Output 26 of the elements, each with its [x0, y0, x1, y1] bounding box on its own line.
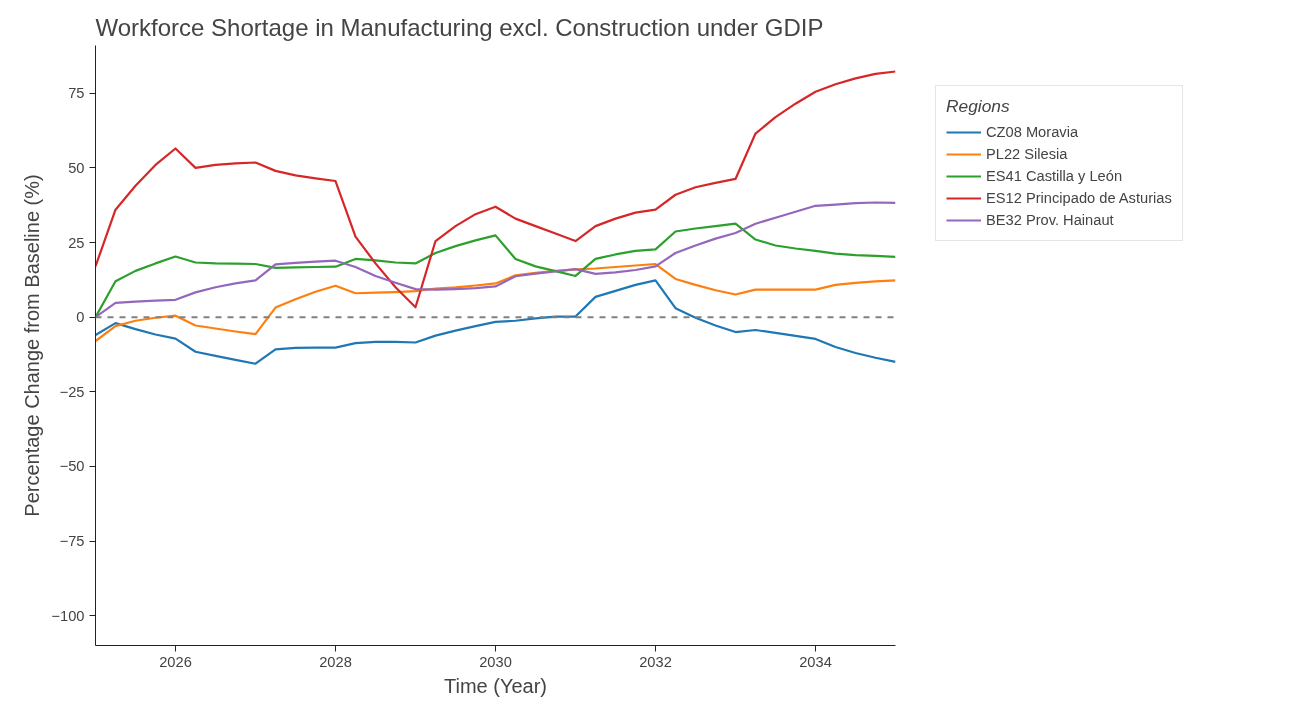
line-series: [95, 262, 896, 343]
y-tick-label: −100: [51, 607, 85, 624]
legend-label: ES41 Castilla y León: [986, 168, 1123, 184]
y-tick-label: 0: [76, 309, 85, 326]
y-tick-label: 25: [68, 234, 85, 251]
legend-label: ES12 Principado de Asturias: [986, 190, 1172, 206]
y-tick-label: −25: [59, 383, 85, 400]
y-tick-label: 50: [68, 159, 85, 176]
line-series: [95, 201, 896, 319]
legend-label: BE32 Prov. Hainaut: [986, 212, 1114, 228]
x-tick-label: 2028: [319, 653, 352, 670]
y-tick-label: −50: [59, 458, 85, 475]
y-tick-label: −75: [59, 533, 85, 550]
legend-label: CZ08 Moravia: [986, 124, 1079, 140]
y-axis-title: Percentage Change from Baseline (%): [21, 174, 44, 517]
x-tick-label: 2030: [479, 653, 512, 670]
y-tick-label: 75: [68, 85, 85, 102]
x-tick-label: 2026: [159, 653, 192, 670]
line-series: [95, 279, 896, 365]
legend-title: Regions: [946, 96, 1011, 117]
x-tick-label: 2032: [639, 653, 672, 670]
x-axis-title: Time (Year): [444, 674, 548, 697]
x-tick-label: 2034: [799, 653, 832, 670]
line-series: [95, 70, 896, 309]
legend-label: PL22 Silesia: [986, 146, 1068, 162]
chart-title: Workforce Shortage in Manufacturing excl. Construction under GDIP: [95, 13, 824, 41]
